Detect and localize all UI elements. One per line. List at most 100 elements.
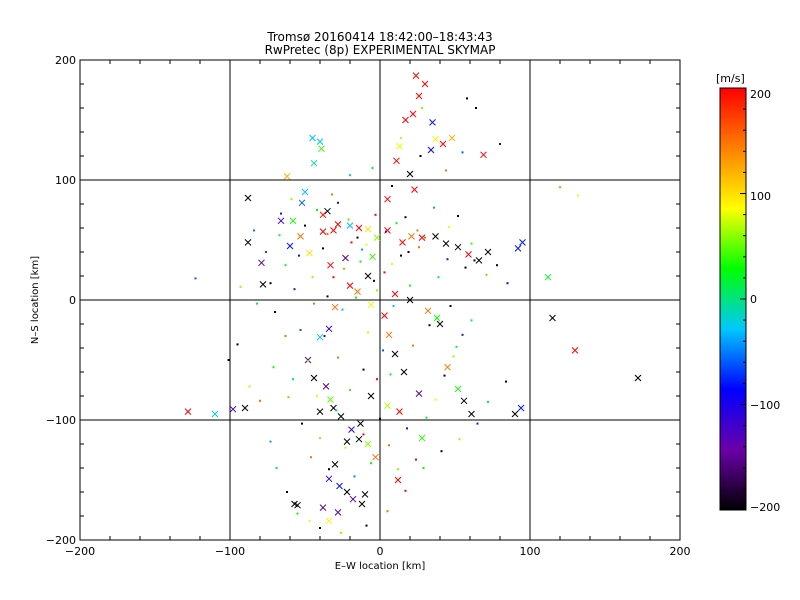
cross-marker (399, 239, 406, 246)
cross-marker (381, 312, 388, 319)
x-tick-label: −100 (215, 545, 245, 558)
dot-marker (383, 271, 386, 274)
cross-marker (385, 331, 393, 339)
dot-marker (367, 331, 369, 334)
dot-marker (425, 416, 428, 419)
dot-marker (373, 279, 375, 282)
cross-marker (258, 259, 265, 267)
cross-marker (402, 116, 409, 124)
dot-marker (407, 251, 410, 253)
cross-marker (331, 461, 339, 468)
cross-marker (294, 501, 301, 509)
dot-marker (505, 380, 507, 383)
dot-marker (362, 433, 365, 436)
dot-marker (353, 475, 356, 478)
dot-marker (473, 259, 476, 262)
cross-marker (324, 207, 331, 215)
dot-marker (319, 527, 321, 529)
cross-marker (301, 188, 309, 196)
cross-marker (343, 438, 351, 445)
cross-marker (325, 325, 333, 333)
cross-marker (316, 138, 324, 145)
dot-marker (400, 137, 402, 139)
cross-marker (514, 245, 522, 252)
dot-marker (323, 335, 326, 337)
dot-marker (415, 458, 417, 461)
cross-marker (304, 356, 312, 364)
dot-marker (284, 335, 287, 337)
cross-marker (211, 410, 219, 418)
cross-marker (549, 314, 556, 322)
dot-marker (470, 319, 473, 322)
y-tick-label: −200 (46, 534, 76, 547)
dot-marker (349, 174, 351, 177)
cross-marker (358, 500, 366, 508)
dot-marker (428, 324, 431, 327)
dot-marker (239, 285, 242, 288)
cross-marker (322, 383, 330, 390)
dot-marker (316, 209, 318, 211)
dot-marker (287, 396, 290, 399)
dot-marker (421, 107, 423, 109)
cross-marker (444, 363, 451, 371)
cross-marker (465, 251, 472, 258)
dot-marker (404, 489, 407, 492)
dot-marker (337, 356, 339, 359)
cross-marker (286, 242, 294, 250)
dot-marker (326, 233, 329, 235)
cross-marker (367, 392, 375, 400)
cross-marker (391, 290, 399, 298)
dot-marker (307, 360, 309, 363)
dot-marker (349, 389, 351, 391)
cross-marker (415, 92, 423, 100)
dot-marker (389, 373, 392, 376)
dot-marker (449, 305, 452, 307)
dot-marker (296, 512, 299, 515)
x-tick-label: −200 (65, 545, 95, 558)
cross-marker (571, 347, 579, 354)
dot-marker (464, 266, 467, 269)
dot-marker (194, 277, 197, 280)
dot-marker (386, 510, 389, 513)
x-tick-label: 100 (520, 545, 541, 558)
dot-marker (446, 258, 449, 261)
cross-marker (480, 151, 487, 159)
dot-marker (412, 344, 414, 347)
dot-marker (322, 247, 324, 250)
dot-marker (379, 417, 381, 420)
colorbar-tick-label: 100 (750, 190, 771, 203)
cross-marker (454, 385, 462, 393)
cross-marker (634, 374, 642, 382)
dot-marker (274, 311, 276, 313)
cross-marker (297, 233, 304, 240)
cross-marker (448, 134, 456, 142)
cross-marker (460, 397, 468, 405)
dot-marker (416, 229, 419, 232)
dot-marker (496, 264, 498, 267)
dot-marker (466, 97, 468, 100)
dot-marker (275, 467, 278, 469)
dot-marker (278, 234, 281, 237)
dot-marker (272, 366, 275, 369)
dot-marker (293, 288, 296, 291)
cross-marker (432, 135, 439, 143)
dot-marker (292, 378, 294, 381)
cross-marker (418, 434, 426, 442)
cross-marker (468, 410, 475, 418)
cross-marker (342, 254, 349, 262)
cross-marker (393, 157, 400, 165)
cross-marker (396, 143, 403, 150)
cross-marker (421, 80, 429, 88)
cross-marker (372, 453, 379, 461)
y-axis-label: N–S location [km] (30, 256, 41, 344)
cross-marker (517, 404, 525, 412)
cross-marker (439, 140, 447, 148)
cross-marker (319, 228, 327, 235)
dot-marker (392, 305, 395, 307)
dot-marker (298, 254, 300, 257)
dot-marker (290, 198, 293, 201)
dot-marker (313, 302, 315, 305)
dot-marker (404, 216, 407, 219)
cross-marker (364, 440, 372, 448)
cross-marker (406, 170, 414, 178)
